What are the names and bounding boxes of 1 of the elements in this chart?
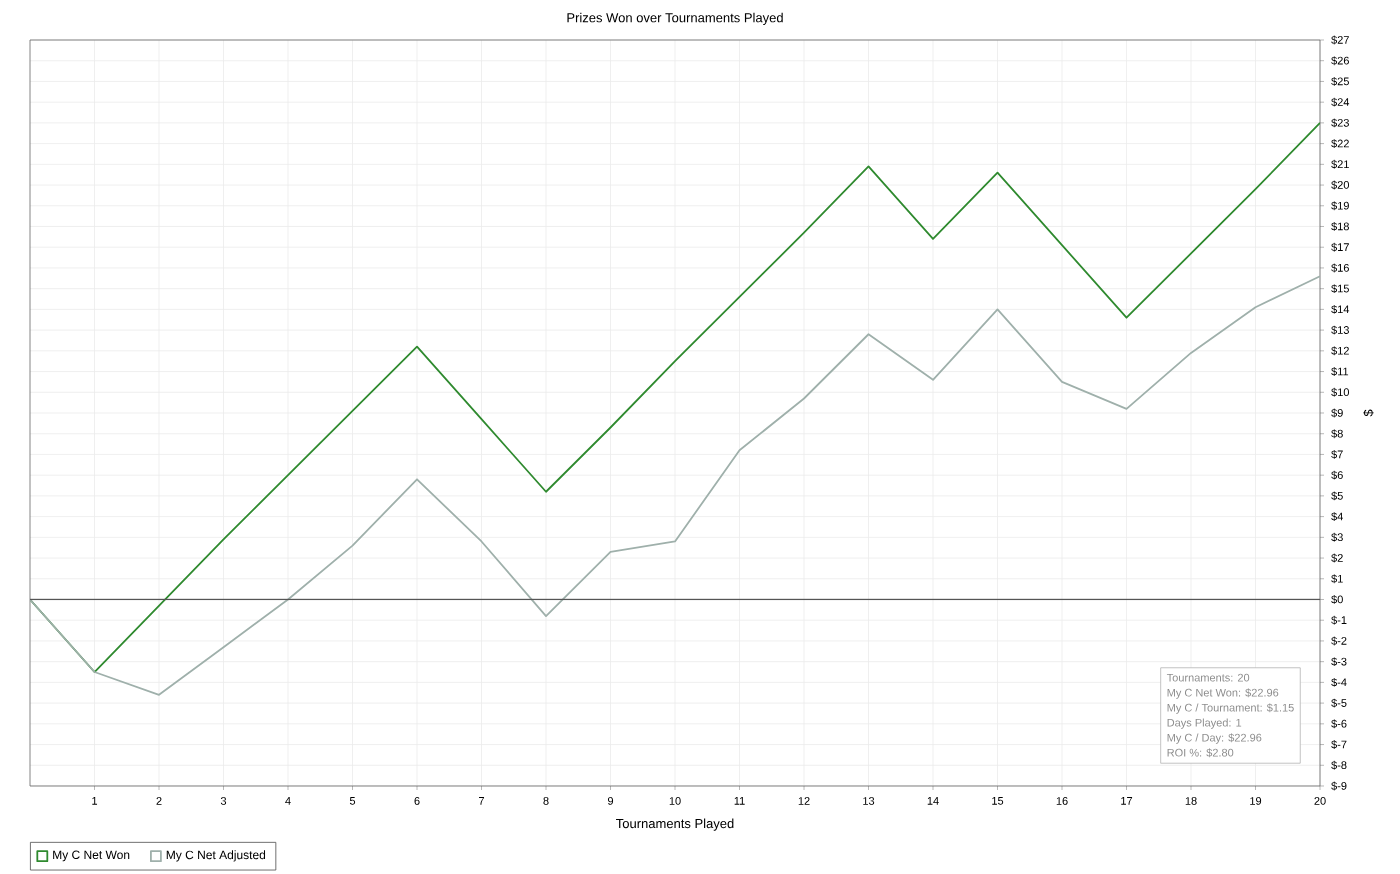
line-series — [30, 275, 1321, 696]
